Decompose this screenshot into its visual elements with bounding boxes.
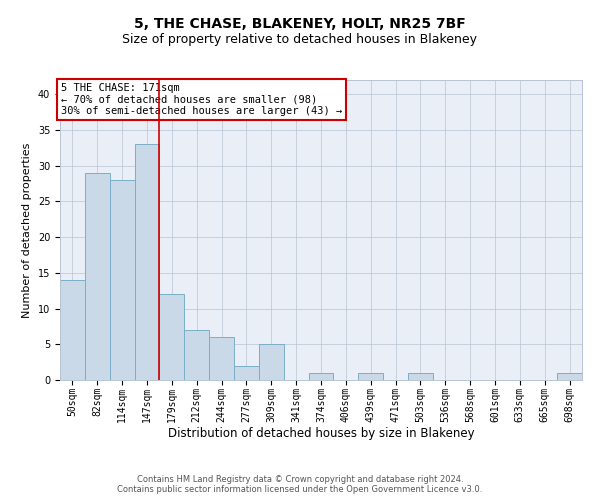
Bar (358, 373, 383, 380)
Bar (557, 373, 582, 380)
Bar (209, 337, 234, 380)
Bar (60, 280, 85, 380)
Bar (160, 294, 184, 380)
Text: Size of property relative to detached houses in Blakeney: Size of property relative to detached ho… (122, 32, 478, 46)
Bar (85, 173, 110, 380)
Text: Contains public sector information licensed under the Open Government Licence v3: Contains public sector information licen… (118, 484, 482, 494)
X-axis label: Distribution of detached houses by size in Blakeney: Distribution of detached houses by size … (167, 427, 475, 440)
Bar (110, 180, 134, 380)
Bar (259, 344, 284, 380)
Text: 5, THE CHASE, BLAKENEY, HOLT, NR25 7BF: 5, THE CHASE, BLAKENEY, HOLT, NR25 7BF (134, 18, 466, 32)
Text: Contains HM Land Registry data © Crown copyright and database right 2024.: Contains HM Land Registry data © Crown c… (137, 475, 463, 484)
Y-axis label: Number of detached properties: Number of detached properties (22, 142, 32, 318)
Bar (408, 373, 433, 380)
Bar (134, 144, 160, 380)
Bar (184, 330, 209, 380)
Bar (234, 366, 259, 380)
Bar (308, 373, 334, 380)
Text: 5 THE CHASE: 171sqm
← 70% of detached houses are smaller (98)
30% of semi-detach: 5 THE CHASE: 171sqm ← 70% of detached ho… (61, 83, 342, 116)
